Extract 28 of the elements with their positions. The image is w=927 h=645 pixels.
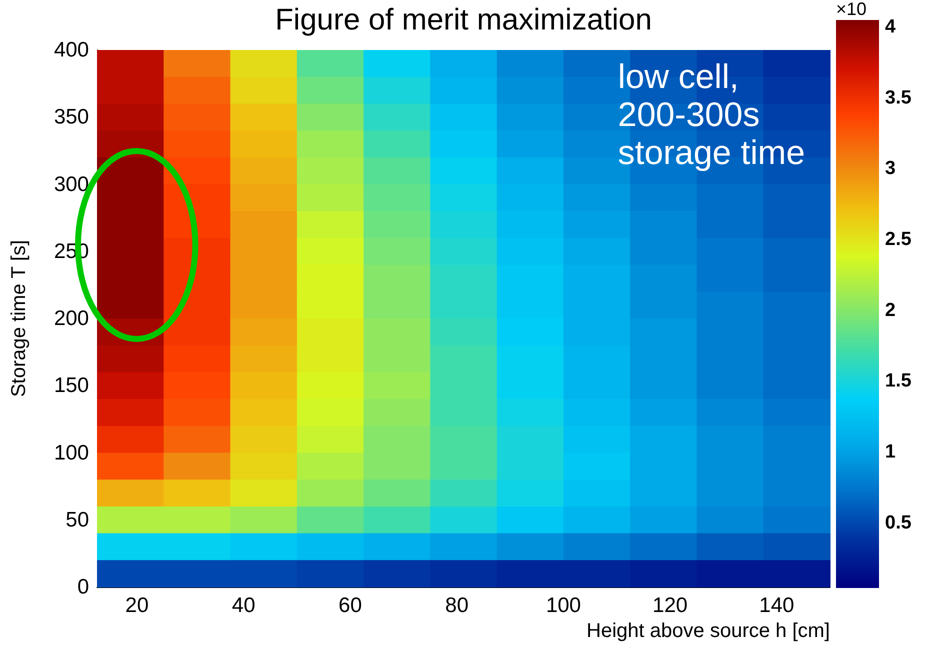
color-bar-label: 0.5 bbox=[885, 512, 912, 534]
x-tick-label: 120 bbox=[652, 594, 688, 617]
x-tick-label: 80 bbox=[445, 594, 469, 617]
y-tick-label: 300 bbox=[54, 172, 89, 196]
chart-title: Figure of merit maximization bbox=[275, 4, 652, 36]
x-tick-label: 140 bbox=[759, 594, 794, 617]
color-bar-label: 3.5 bbox=[885, 87, 912, 108]
y-tick-label: 150 bbox=[54, 374, 89, 398]
annotation: low cell, 200-300s storage time bbox=[618, 58, 806, 172]
y-axis-title: Storage time T [s] bbox=[8, 240, 30, 398]
color-bar-title: ×10 bbox=[836, 0, 867, 19]
x-tick-label: 60 bbox=[338, 594, 362, 617]
color-bar-label: 1.5 bbox=[885, 370, 912, 392]
color-bar-label: 4 bbox=[885, 16, 896, 38]
x-axis-title: Height above source h [cm] bbox=[586, 620, 830, 642]
y-tick-label: 50 bbox=[66, 508, 89, 532]
x-tick-label: 100 bbox=[546, 594, 581, 617]
color-bar-label: 3 bbox=[885, 158, 896, 180]
y-tick-label: 200 bbox=[54, 307, 89, 330]
y-tick-label: 400 bbox=[54, 38, 89, 62]
color-bar-label: 2 bbox=[885, 300, 896, 321]
x-tick-label: 20 bbox=[125, 594, 149, 617]
y-tick-label: 100 bbox=[54, 441, 89, 464]
y-tick-label: 0 bbox=[77, 576, 89, 598]
color-bar-label: 2.5 bbox=[885, 229, 912, 250]
x-tick-label: 40 bbox=[232, 594, 256, 617]
y-tick-label: 350 bbox=[54, 106, 89, 129]
color-bar-label: 1 bbox=[885, 442, 896, 463]
